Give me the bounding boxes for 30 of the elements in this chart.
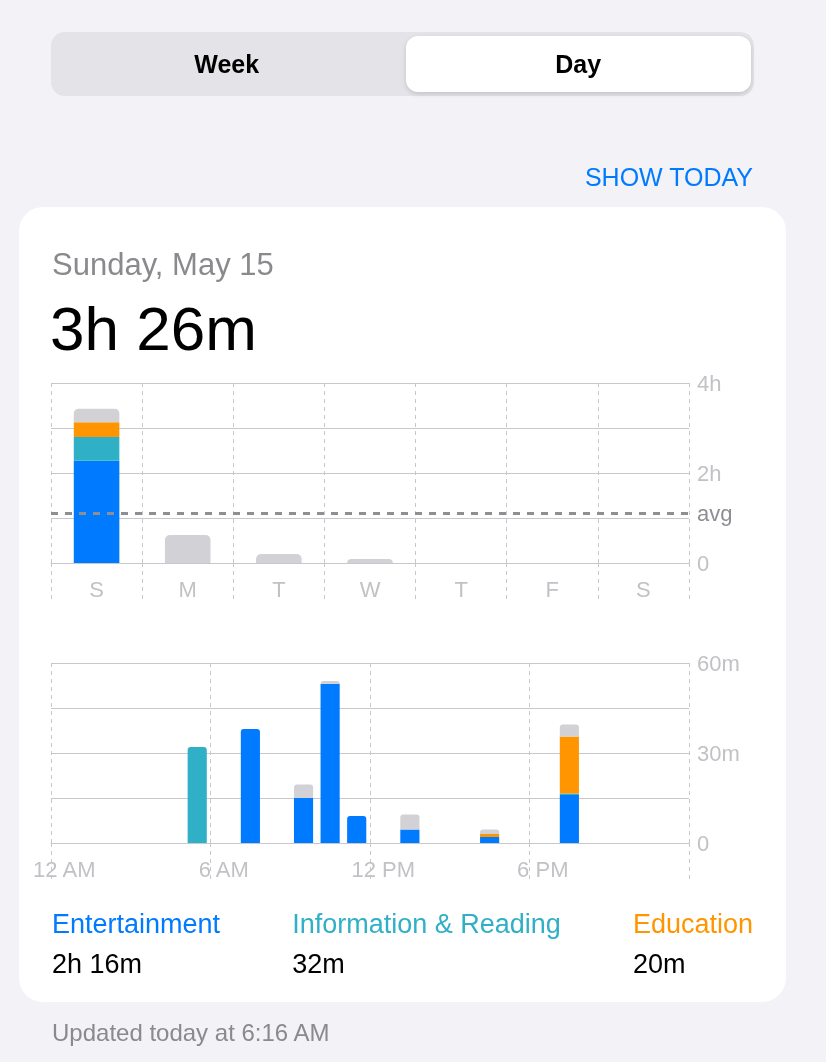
y-tick-label: 0 [697,830,710,856]
text: Education [632,908,753,941]
text: SHOW TODAY [584,163,753,191]
y-tick-label: 0 [697,550,710,576]
y-tick-label: 30m [697,740,740,766]
x-tick-label: S [89,576,104,602]
text: Updated today at 6:16 AM [52,1019,330,1047]
x-tick-label: 6 AM [198,856,249,882]
text: 20m [632,948,687,981]
x-tick-label: 12 AM [33,856,96,882]
ref-line-label: avg [697,500,733,526]
chart-subtitle: 3h 26m [50,294,257,363]
text: Entertainment [52,908,221,941]
x-tick-label: 6 PM [517,856,569,882]
y-tick-label: 2h [697,460,722,486]
selected-segment: Day [405,36,751,92]
text: 32m [292,948,346,981]
x-tick-label: W [359,576,381,602]
x-tick-label: F [545,576,560,602]
x-tick-label: T [454,576,468,602]
segmented-control: Week Day [51,32,754,96]
text: Information & Reading [292,908,561,941]
y-tick-label: 60m [697,650,740,676]
x-tick-label: 12 PM [351,856,416,882]
x-tick-label: S [636,576,651,602]
text: 2h 16m [52,948,144,981]
chart-title: Sunday, May 15 [52,247,274,282]
x-tick-label: M [178,576,197,602]
y-tick-label: 4h [697,370,722,396]
x-tick-label: T [272,576,286,602]
